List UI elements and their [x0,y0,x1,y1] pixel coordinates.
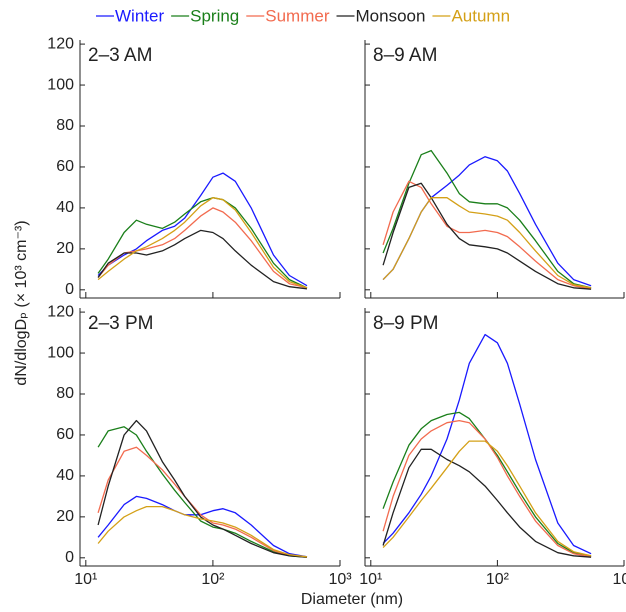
series-line [382,197,592,289]
series-line [382,419,592,558]
y-tick-label: 60 [56,426,74,443]
series-line [382,182,592,290]
legend-label: Monsoon [356,6,426,25]
y-tick-label: 80 [56,117,74,134]
y-tick-label: 40 [56,199,74,216]
series-line [382,440,592,557]
legend-label: Autumn [451,6,510,25]
panel-title: 8–9 AM [373,45,437,66]
y-tick-label: 120 [47,303,74,320]
x-tick-label: 10¹ [74,571,97,588]
legend-label: Spring [190,6,239,25]
series-line [97,229,308,290]
panel-title: 2–3 AM [88,45,152,66]
y-tick-label: 0 [65,281,74,298]
series-line [382,180,592,290]
legend-label: Summer [265,6,330,25]
series-line [97,197,308,289]
series-line [382,411,592,557]
x-axis-label: Diameter (nm) [301,591,403,608]
series-line [382,333,592,555]
y-tick-label: 40 [56,467,74,484]
y-tick-label: 120 [47,35,74,52]
y-tick-label: 100 [47,76,74,93]
x-tick-label: 10² [201,571,225,588]
x-tick-label: 10² [486,571,510,588]
series-line [97,446,308,558]
y-axis-label: dN/dlogDₚ (× 10³ cm⁻³) [13,220,30,385]
y-tick-label: 100 [47,344,74,361]
y-tick-label: 20 [56,240,74,257]
legend-label: Winter [115,6,164,25]
series-line [97,495,308,558]
series-line [97,505,308,558]
series-line [97,419,308,558]
x-tick-label: 10³ [328,571,352,588]
y-tick-label: 60 [56,158,74,175]
panel-title: 2–3 PM [88,313,153,334]
series-line [382,448,592,558]
series-line [97,426,308,558]
series-line [97,197,308,289]
x-tick-label: 10³ [612,571,626,588]
y-tick-label: 80 [56,385,74,402]
x-tick-label: 10¹ [359,571,382,588]
panel-title: 8–9 PM [373,313,438,334]
y-tick-label: 0 [65,549,74,566]
series-line [382,149,592,289]
series-line [382,156,592,287]
y-tick-label: 20 [56,508,74,525]
series-line [97,207,308,289]
